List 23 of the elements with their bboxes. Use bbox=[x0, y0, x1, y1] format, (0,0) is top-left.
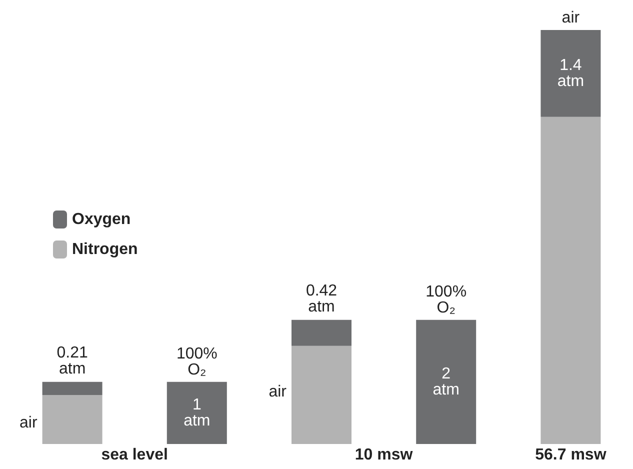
data-label: 1.4 atm bbox=[557, 56, 584, 90]
bar bbox=[540, 116, 601, 444]
bar bbox=[292, 320, 352, 346]
data-label: 1 atm bbox=[184, 396, 210, 430]
bar bbox=[292, 346, 352, 444]
text: 10 msw bbox=[354, 446, 414, 464]
x-tick-label: air bbox=[268, 383, 288, 400]
legend-label: Oxygen bbox=[72, 211, 131, 228]
data-label: 0.21 atm bbox=[56, 344, 88, 378]
data-label: 2 atm bbox=[432, 365, 460, 398]
bar bbox=[42, 382, 102, 395]
x-tick-label: 100% O₂ bbox=[426, 283, 467, 316]
text: sea level bbox=[101, 446, 168, 464]
x-tick-label: air bbox=[20, 414, 38, 432]
data-label: 0.42 atm bbox=[306, 282, 338, 316]
text: 56.7 msw bbox=[535, 446, 607, 464]
x-tick-label: 100% O₂ bbox=[176, 345, 218, 378]
bar bbox=[540, 30, 601, 117]
bar bbox=[42, 394, 102, 444]
legend-label: Nitrogen bbox=[72, 241, 138, 258]
x-tick-label: air bbox=[562, 10, 580, 26]
bar bbox=[416, 320, 476, 444]
bar bbox=[166, 382, 227, 444]
